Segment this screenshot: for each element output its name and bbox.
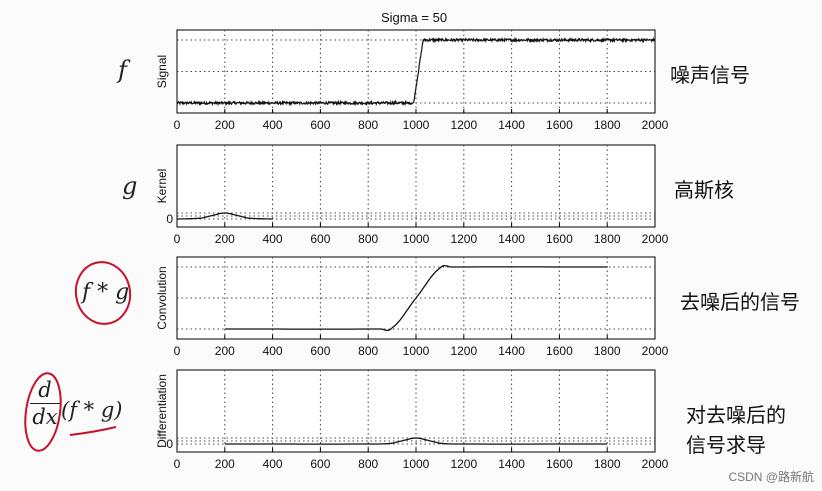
math-label-g: g [122, 172, 138, 200]
x-tick-label: 400 [263, 457, 283, 471]
x-tick-label: 800 [358, 232, 378, 246]
derivative-numerator: d [38, 378, 52, 402]
math-label-derivative-rest: (f * g) [61, 398, 123, 422]
x-tick-label: 1400 [498, 344, 525, 358]
chart-panel-4: 0 200 400 600 800 1000 1200 1400 1600 1800 20000Di… [155, 369, 669, 471]
x-tick-label: 600 [310, 457, 330, 471]
series-line [224, 437, 608, 445]
y-axis-label: Differentiation [155, 374, 169, 448]
x-tick-label: 1200 [450, 118, 477, 132]
red-underline [69, 426, 117, 436]
chart-panel-1: 0 200 400 600 800 1000 1200 1400 1600 1800 2000 Sig… [155, 29, 669, 132]
x-tick-label: 1400 [498, 232, 525, 246]
y-tick-label: 0 [166, 437, 173, 451]
x-tick-label: 200 [215, 457, 235, 471]
x-tick-label: 1000 [403, 344, 430, 358]
x-tick-label: 1400 [498, 457, 525, 471]
math-label-derivative: d dx [28, 378, 62, 429]
chart-panel-2: 0 200 400 600 800 1000 1200 1400 1600 1800 2000 0 Ke… [155, 144, 669, 246]
x-tick-label: 2000 [642, 118, 669, 132]
series-line [176, 36, 656, 107]
x-tick-label: 1800 [594, 118, 621, 132]
derivative-denominator: dx [32, 405, 58, 429]
x-tick-label: 1800 [594, 344, 621, 358]
x-tick-label: 1600 [546, 232, 573, 246]
series-line [224, 264, 608, 332]
y-tick-label: 0 [166, 212, 173, 226]
x-tick-label: 400 [263, 344, 283, 358]
chart-panel-3: 0 200 400 600 800 1000 1200 1400 1600 1800 2000 Con… [155, 256, 669, 358]
x-tick-label: 200 [215, 344, 235, 358]
annotation-derivative-line2: 信号求导 [686, 433, 766, 457]
x-tick-label: 1200 [450, 344, 477, 358]
x-tick-label: 200 [215, 232, 235, 246]
annotation-denoised-signal: 去噪后的信号 [680, 290, 800, 314]
x-tick-label: 1600 [546, 457, 573, 471]
x-tick-label: 600 [310, 232, 330, 246]
x-tick-label: 2000 [642, 344, 669, 358]
annotation-derivative-line1: 对去噪后的 [686, 403, 786, 427]
annotation-noisy-signal: 噪声信号 [670, 63, 750, 87]
x-tick-label: 1200 [450, 232, 477, 246]
watermark: CSDN @路新航 [728, 470, 814, 484]
x-tick-label: 2000 [642, 232, 669, 246]
x-tick-label: 1000 [403, 118, 430, 132]
x-tick-label: 1400 [498, 118, 525, 132]
x-tick-label: 600 [310, 344, 330, 358]
annotation-gaussian-kernel: 高斯核 [674, 178, 734, 202]
math-label-f: f [118, 56, 127, 84]
x-tick-label: 400 [263, 118, 283, 132]
x-tick-label: 800 [358, 118, 378, 132]
x-tick-label: 1600 [546, 344, 573, 358]
x-tick-label: 1600 [546, 118, 573, 132]
x-tick-label: 400 [263, 232, 283, 246]
x-tick-label: 0 [174, 344, 181, 358]
math-label-convolution: f * g [82, 280, 130, 305]
x-tick-label: 600 [310, 118, 330, 132]
y-axis-label: Signal [155, 55, 169, 88]
x-tick-label: 800 [358, 344, 378, 358]
figure-title: Sigma = 50 [381, 10, 447, 25]
x-tick-label: 1000 [403, 232, 430, 246]
y-axis-label: Convolution [155, 266, 169, 329]
x-tick-label: 1800 [594, 232, 621, 246]
x-tick-label: 1000 [403, 457, 430, 471]
x-tick-label: 2000 [642, 457, 669, 471]
x-tick-label: 1800 [594, 457, 621, 471]
x-tick-label: 1200 [450, 457, 477, 471]
x-tick-label: 0 [174, 457, 181, 471]
red-circle-derivative [24, 372, 62, 452]
x-tick-label: 0 [174, 232, 181, 246]
x-tick-label: 0 [174, 118, 181, 132]
y-axis-label: Kernel [155, 169, 169, 204]
red-circle-convolution [74, 261, 132, 325]
x-tick-label: 200 [215, 118, 235, 132]
series-line [177, 212, 273, 220]
fraction-bar [30, 403, 60, 404]
x-tick-label: 800 [358, 457, 378, 471]
